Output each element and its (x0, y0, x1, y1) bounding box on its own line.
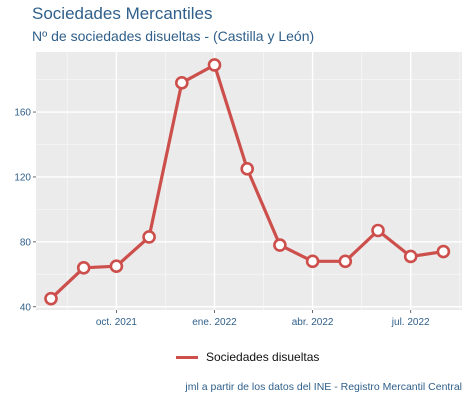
y-tick-label: 40 (20, 302, 32, 313)
grid-minor (36, 52, 462, 310)
data-point (175, 76, 189, 90)
legend-label: Sociedades disueltas (206, 350, 320, 364)
data-point (44, 291, 58, 306)
grid-major (36, 52, 462, 310)
data-point (436, 244, 451, 259)
x-tick-label: oct. 2021 (96, 317, 138, 328)
data-point (109, 259, 124, 273)
legend-key-line (176, 355, 198, 359)
data-point (240, 162, 254, 176)
legend: Sociedades disueltas (176, 348, 319, 366)
x-tick-label: ene. 2022 (192, 317, 237, 328)
chart-title: Sociedades Mercantiles (32, 4, 213, 23)
data-point (338, 254, 353, 269)
series-layer (44, 58, 451, 306)
source-caption: jml a partir de los datos del INE - Regi… (185, 381, 462, 393)
data-point (403, 249, 418, 264)
data-point (273, 238, 287, 252)
data-point (76, 261, 91, 275)
chart-subtitle: Nº de sociedades disueltas - (Castilla y… (32, 28, 315, 44)
x-tick-label: abr. 2022 (292, 317, 334, 328)
data-point (207, 58, 222, 72)
data-point (142, 230, 156, 244)
data-point (371, 223, 385, 238)
y-tick-label: 80 (20, 237, 32, 248)
y-tick-label: 120 (14, 172, 31, 183)
x-tick-label: jul. 2022 (391, 317, 430, 328)
y-axis-labels: 40 80 120 160 (14, 108, 31, 314)
x-axis-labels: oct. 2021 ene. 2022 abr. 2022 jul. 2022 (96, 317, 430, 328)
axis-ticks (33, 111, 412, 313)
plot-panel (36, 52, 462, 310)
y-tick-label: 160 (14, 108, 31, 119)
data-point (305, 254, 320, 269)
